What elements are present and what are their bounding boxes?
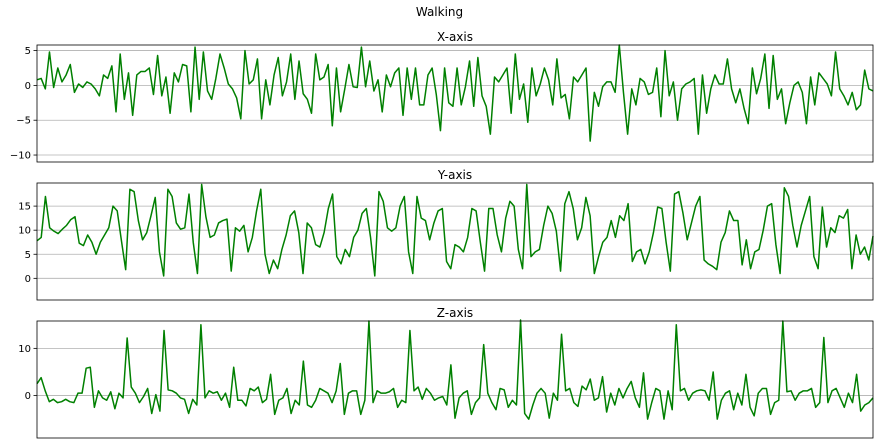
y-tick-label: 10 [18,344,31,355]
axes-frame [36,44,874,163]
y-tick-label: 0 [25,391,31,402]
y-tick-label: 5 [25,250,31,261]
y-tick-label: 15 [18,202,31,213]
subplot-2: Y-axis 0 5 10 15 [18,168,874,301]
subplot-1: X-axis −10 −5 0 5 [10,30,874,163]
series-line-1 [36,183,874,277]
subplot-title: Y-axis [437,168,472,182]
y-tick-label: −5 [16,116,31,127]
y-tick-label: 0 [25,81,31,92]
axes-frame [36,182,874,301]
subplot-title: Z-axis [437,306,473,320]
axes-frame [36,320,874,439]
y-tick-label: 10 [18,226,31,237]
subplot-3: Z-axis 0 10 [18,306,874,439]
y-tick-label: 5 [25,46,31,57]
y-tick-label: −10 [10,151,31,162]
series-line-1 [36,319,874,420]
subplot-title: X-axis [437,30,473,44]
y-tick-label: 0 [25,274,31,285]
figure-suptitle: Walking [415,5,464,19]
series-line-1 [36,44,874,142]
